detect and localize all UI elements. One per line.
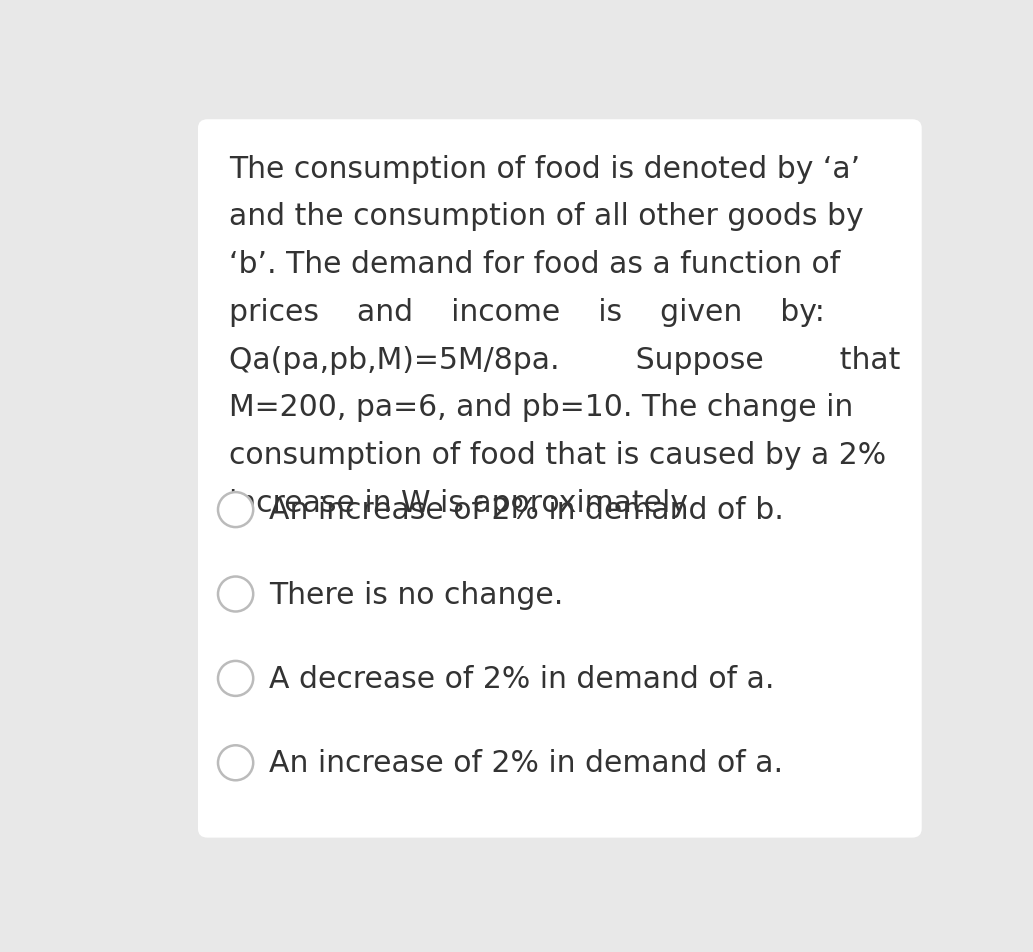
Text: and the consumption of all other goods by: and the consumption of all other goods b… bbox=[229, 202, 864, 231]
Text: An increase of 2% in demand of a.: An increase of 2% in demand of a. bbox=[270, 748, 783, 778]
Text: A decrease of 2% in demand of a.: A decrease of 2% in demand of a. bbox=[270, 664, 775, 693]
Text: consumption of food that is caused by a 2%: consumption of food that is caused by a … bbox=[229, 441, 886, 469]
Ellipse shape bbox=[218, 662, 253, 696]
FancyBboxPatch shape bbox=[198, 120, 921, 838]
Ellipse shape bbox=[218, 577, 253, 612]
Ellipse shape bbox=[218, 492, 253, 527]
Ellipse shape bbox=[218, 745, 253, 781]
Text: Qa(pa,pb,M)=5M/8pa.        Suppose        that: Qa(pa,pb,M)=5M/8pa. Suppose that bbox=[229, 346, 901, 374]
Text: There is no change.: There is no change. bbox=[270, 580, 564, 609]
Text: prices    and    income    is    given    by:: prices and income is given by: bbox=[229, 298, 825, 327]
Text: M=200, pa=6, and pb=10. The change in: M=200, pa=6, and pb=10. The change in bbox=[229, 393, 853, 422]
Text: ‘b’. The demand for food as a function of: ‘b’. The demand for food as a function o… bbox=[229, 249, 841, 279]
Text: An increase of 2% in demand of b.: An increase of 2% in demand of b. bbox=[270, 496, 784, 525]
Text: increase in W is approximately: increase in W is approximately bbox=[229, 488, 688, 517]
Text: The consumption of food is denoted by ‘a’: The consumption of food is denoted by ‘a… bbox=[229, 154, 860, 184]
